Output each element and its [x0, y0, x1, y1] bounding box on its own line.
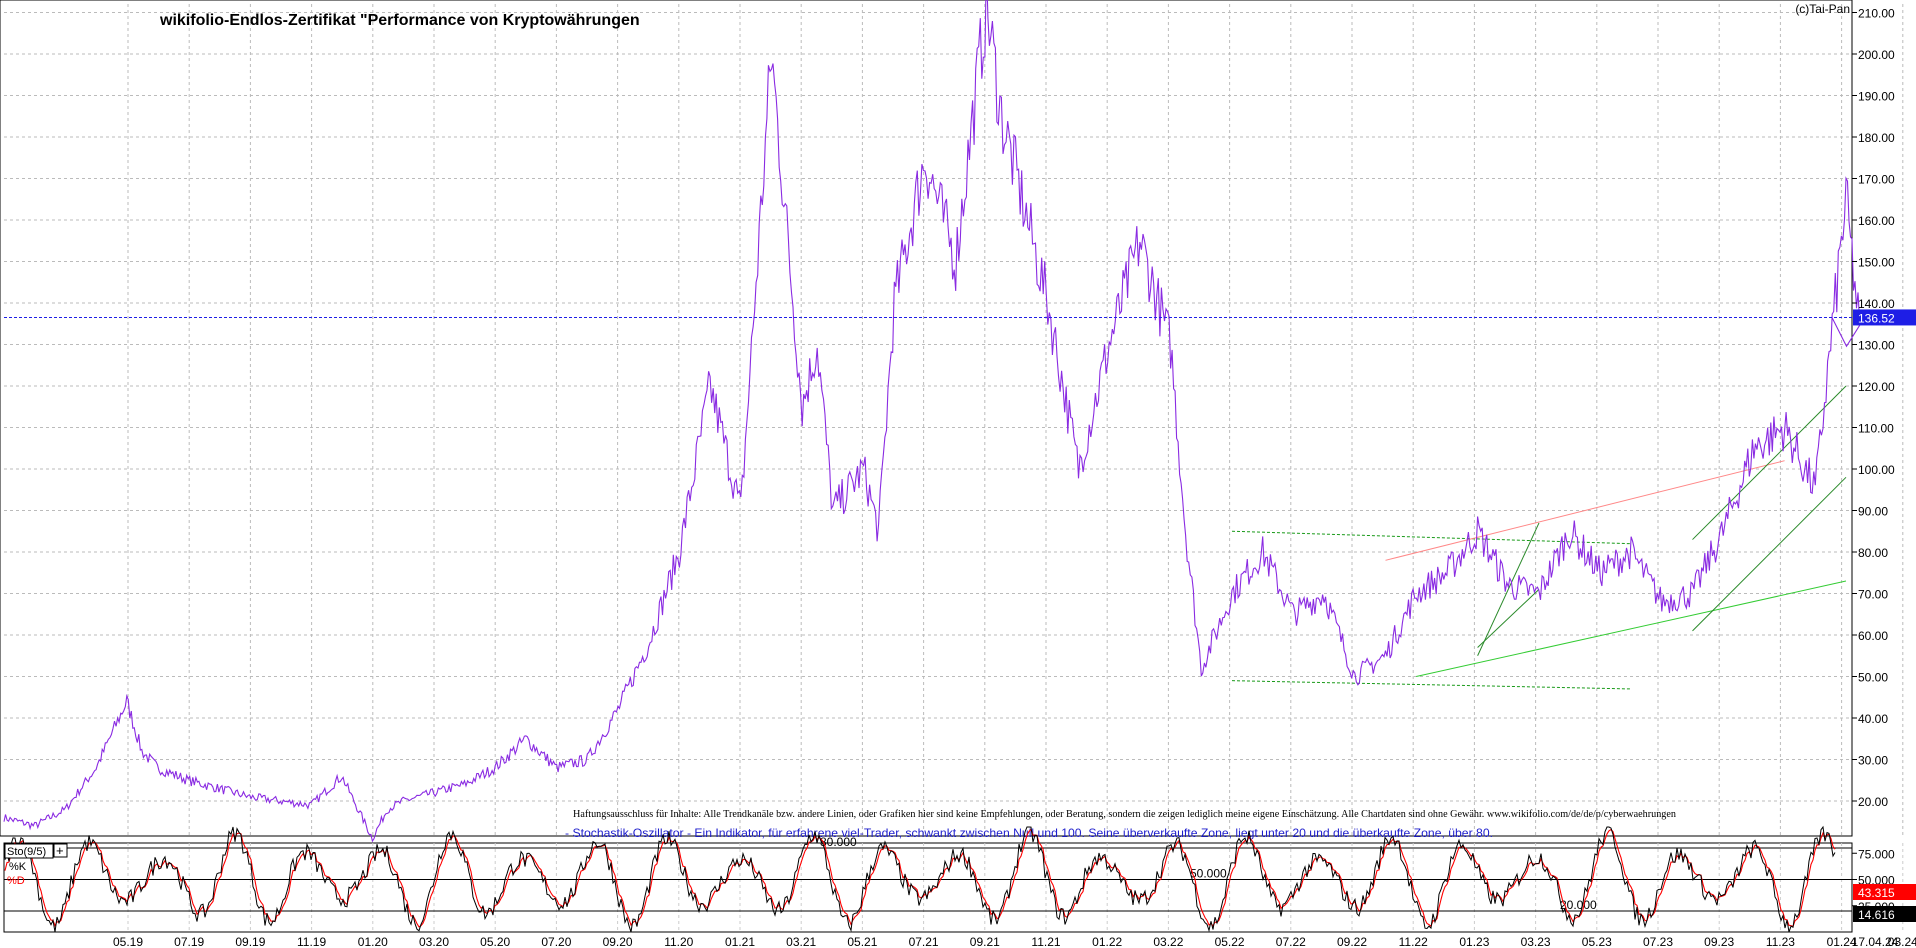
indicator-name: Sto(9/5) [7, 846, 46, 858]
x-tick-label: 09.23 [1704, 935, 1734, 948]
x-tick-label: 03.23 [1521, 935, 1551, 948]
x-tick-label: 11.19 [297, 935, 326, 948]
chart-title: wikifolio-Endlos-Zertifikat "Performance… [159, 12, 640, 29]
k-value-tag [1853, 906, 1916, 922]
x-tick-label: 07.19 [174, 935, 204, 948]
x-tick-label: 07.20 [541, 935, 571, 948]
y-tick-label: 50.00 [1858, 671, 1888, 685]
x-tick-label: 09.22 [1337, 935, 1367, 948]
x-tick-label: 03.22 [1153, 935, 1183, 948]
trend-line [1385, 460, 1785, 561]
time-x-axis: 05.19 07.19 09.19 11.19 01.20 03.20 05.20 07.20… [113, 935, 1916, 948]
y-tick-label: 70.00 [1858, 588, 1888, 602]
support-line-dashed [1231, 680, 1632, 690]
x-tick-label: 09.20 [603, 935, 633, 948]
y-tick-label: 110.00 [1858, 422, 1894, 436]
trend-line [1416, 580, 1847, 677]
trend-annotations [1231, 385, 1847, 690]
x-tick-label: 05.21 [847, 935, 877, 948]
price-panel [0, 0, 1853, 837]
y-tick-label: 120.00 [1858, 380, 1895, 394]
x-tick-label: 03.24 [1888, 935, 1916, 948]
x-tick-label: 05.22 [1215, 935, 1245, 948]
x-tick-label: 01.24 [1827, 935, 1857, 948]
price-y-axis: 20.00 30.00 40.00 50.00 60.00 70.00 80.00 90.00… [1852, 7, 1895, 809]
x-tick-label: 01.21 [725, 935, 755, 948]
x-tick-label: 03.21 [786, 935, 816, 948]
price-grid [4, 4, 1904, 836]
oscillator-k-line [4, 825, 1836, 933]
d-value-tag [1853, 884, 1916, 900]
x-tick-label: 09.19 [235, 935, 265, 948]
osc-level-label: 50.000 [1190, 867, 1227, 881]
copyright-label: (c)Tai-Pan [1795, 2, 1850, 16]
d-value-label: 43.315 [1858, 886, 1895, 900]
oscillator-grid: 80.000 50.000 20.000 [4, 835, 1904, 932]
osc-level-label: 20.000 [1560, 898, 1597, 912]
x-tick-label: 07.22 [1276, 935, 1306, 948]
y-tick-label: 160.00 [1858, 214, 1895, 228]
y-tick-label: 210.00 [1858, 7, 1895, 21]
y-tick-label: 130.00 [1858, 339, 1895, 353]
x-tick-label: 05.19 [113, 935, 143, 948]
current-value-label: 136.52 [1858, 311, 1895, 325]
y-tick-label: 170.00 [1858, 173, 1895, 187]
legend-k: %K [9, 861, 27, 873]
x-tick-label: 11.20 [664, 935, 693, 948]
channel-line [1477, 588, 1540, 648]
channel-line [1692, 385, 1847, 540]
x-tick-label: 11.23 [1766, 935, 1795, 948]
y-tick-label: 180.00 [1858, 131, 1895, 145]
y-tick-label: 40.00 [1858, 712, 1888, 726]
osc-level-label: 80.000 [820, 835, 857, 849]
x-tick-label: 09.21 [970, 935, 1000, 948]
current-value-tag [1853, 309, 1916, 326]
x-tick-label: 05.20 [480, 935, 510, 948]
y-tick-label: 80.00 [1858, 546, 1888, 560]
y-tick-label: 60.00 [1858, 629, 1888, 643]
expand-button[interactable] [53, 843, 68, 858]
channel-line [1692, 476, 1847, 632]
x-tick-label: 17.04.24 [1852, 935, 1899, 948]
x-tick-label: 07.23 [1643, 935, 1673, 948]
k-value-label: 14.616 [1858, 908, 1895, 922]
indicator-name-box[interactable] [4, 843, 54, 859]
y-tick-label: 90.00 [1858, 505, 1888, 519]
y-tick-label: 20.00 [1858, 795, 1888, 809]
osc-y-tick-label: 75.000 [1858, 847, 1895, 861]
y-tick-label: 150.00 [1858, 256, 1895, 270]
legend-d: %D [7, 875, 25, 887]
y-tick-label: 100.00 [1858, 463, 1895, 477]
x-tick-label: 11.22 [1399, 935, 1428, 948]
x-tick-label: 01.23 [1459, 935, 1489, 948]
plus-icon[interactable]: + [56, 843, 64, 858]
x-tick-label: 03.20 [419, 935, 449, 948]
y-tick-label: 190.00 [1858, 90, 1895, 104]
x-tick-label: 07.21 [909, 935, 939, 948]
x-tick-label: 01.20 [358, 935, 388, 948]
x-tick-label: 01.22 [1092, 935, 1122, 948]
y-tick-label: 30.00 [1858, 754, 1888, 768]
channel-line [1477, 522, 1540, 656]
x-tick-label: 05.23 [1582, 935, 1612, 948]
x-tick-label: 11.21 [1031, 935, 1060, 948]
y-tick-label: 140.00 [1858, 297, 1895, 311]
disclaimer-text: Haftungsausschluss für Inhalte: Alle Tre… [573, 809, 1677, 820]
y-tick-label: 200.00 [1858, 48, 1895, 62]
oscillator-note: - Stochastik-Oszillator - Ein Indikator,… [565, 826, 1493, 840]
price-series-line [3, 0, 1862, 843]
